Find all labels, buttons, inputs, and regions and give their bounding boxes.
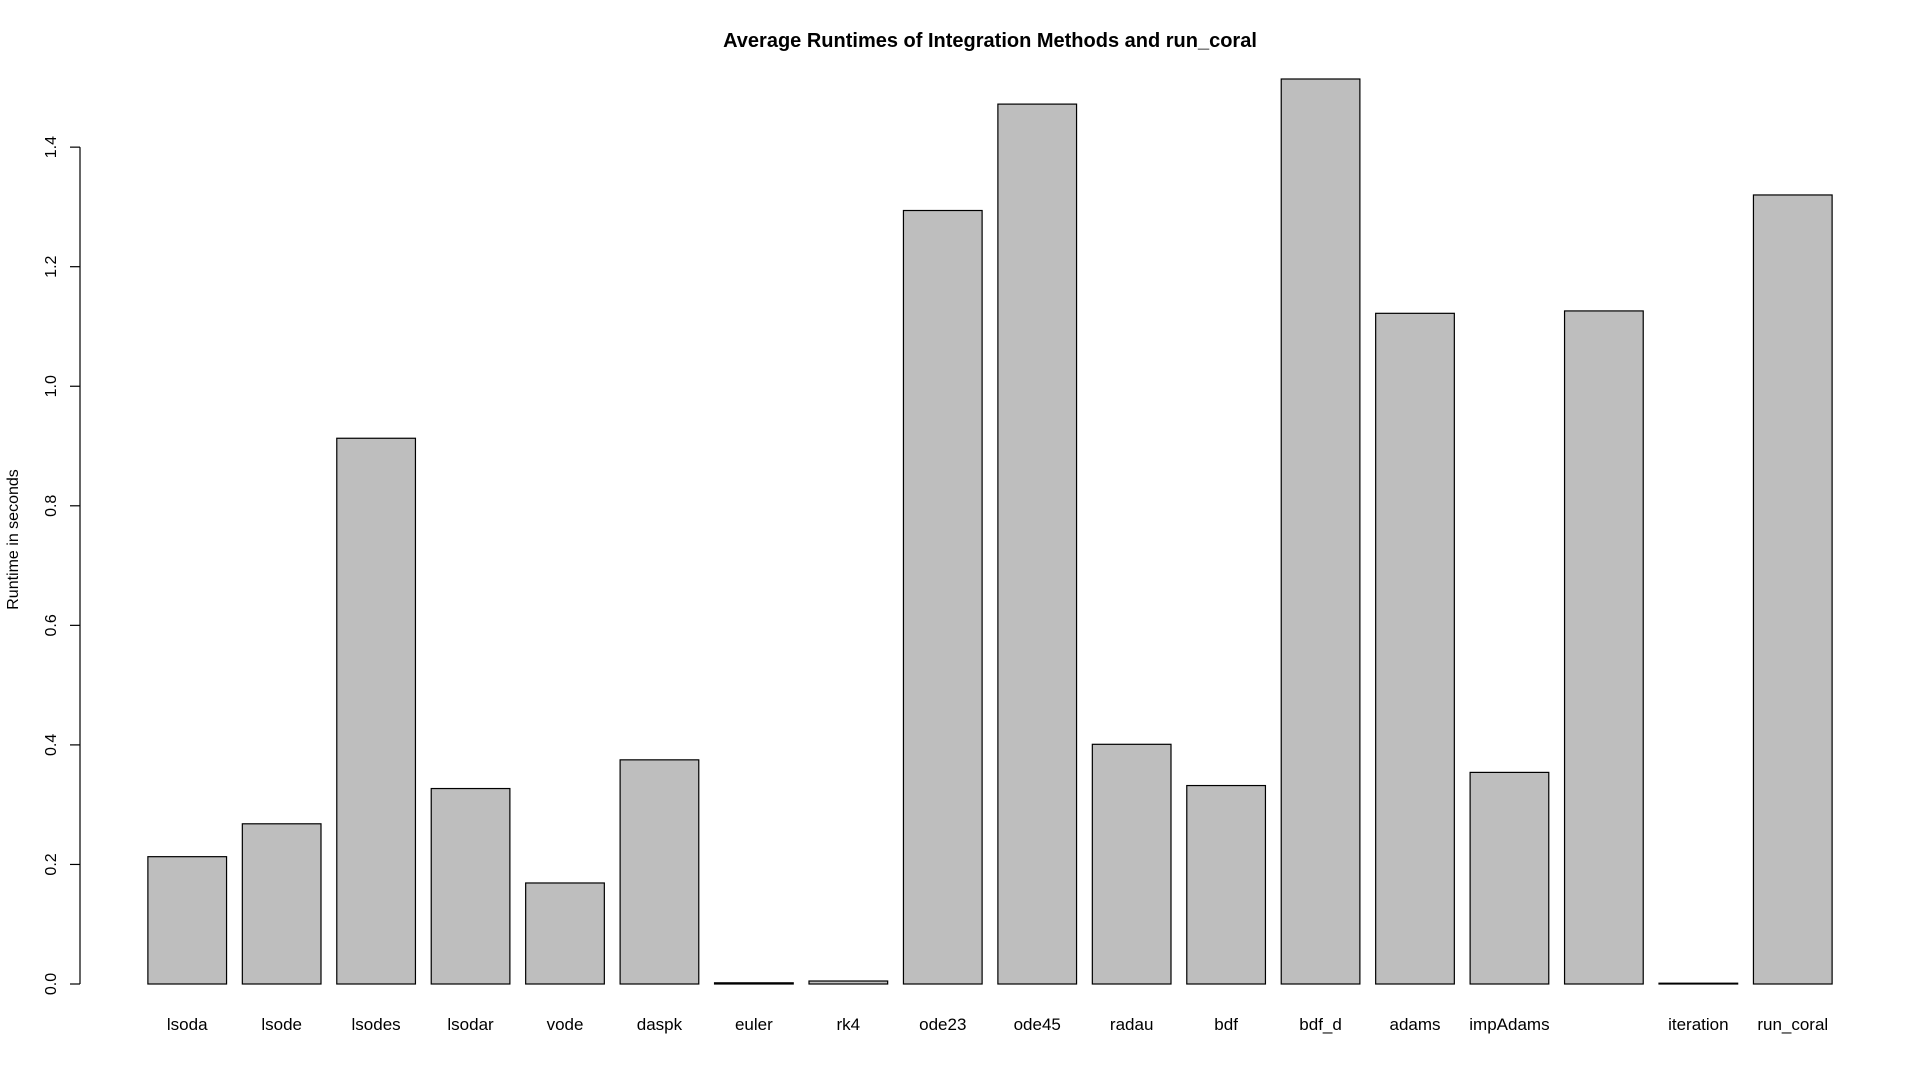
y-tick-label: 1.4	[43, 136, 60, 158]
bar-lsodar	[430, 787, 511, 985]
bar-run_coral	[1752, 194, 1833, 985]
bar-item-16	[1563, 310, 1644, 985]
bar-daspk	[619, 759, 700, 985]
y-axis: 0.0 0.2 0.4 0.6 0.8 1.0 1.2 1.4	[43, 136, 81, 995]
bar-bdf	[1186, 784, 1267, 985]
x-tick-label: euler	[735, 1015, 773, 1034]
bar-adams	[1375, 312, 1455, 985]
bar-iteration	[1658, 982, 1739, 985]
x-tick-label: lsode	[261, 1015, 302, 1034]
x-tick-label: ode23	[919, 1015, 966, 1034]
bar-ode23	[902, 209, 983, 985]
x-tick-label: lsodes	[352, 1015, 401, 1034]
x-tick-label: vode	[547, 1015, 584, 1034]
y-tick-label: 1.0	[43, 375, 60, 397]
x-tick-label: bdf_d	[1299, 1015, 1342, 1034]
x-tick-label: run_coral	[1757, 1015, 1828, 1034]
x-tick-label: lsodar	[447, 1015, 494, 1034]
y-tick-label: 0.8	[43, 495, 60, 517]
y-tick-label: 0.2	[43, 853, 60, 875]
bar-lsoda	[147, 856, 228, 985]
y-tick-label: 0.6	[43, 614, 60, 636]
bar-lsodes	[336, 437, 417, 985]
y-tick-label: 0.0	[43, 973, 60, 995]
bar-impAdams	[1469, 771, 1550, 985]
x-tick-label: iteration	[1668, 1015, 1728, 1034]
bar-vode	[525, 882, 605, 985]
y-tick-label: 0.4	[43, 734, 60, 756]
x-tick-label: adams	[1389, 1015, 1440, 1034]
x-tick-label: ode45	[1014, 1015, 1061, 1034]
bar-rk4	[808, 980, 889, 985]
bar-ode45	[997, 103, 1078, 985]
x-tick-labels: lsoda lsode lsodes lsodar vode daspk euler rk4 o…	[167, 1015, 1828, 1034]
bars	[147, 78, 1833, 985]
x-tick-label: impAdams	[1469, 1015, 1549, 1034]
x-tick-label: rk4	[837, 1015, 861, 1034]
chart-title: Average Runtimes of Integration Methods …	[723, 30, 1257, 52]
x-tick-label: radau	[1110, 1015, 1153, 1034]
bar-bdf_d	[1280, 78, 1361, 985]
x-tick-label: daspk	[637, 1015, 683, 1034]
x-tick-label: bdf	[1214, 1015, 1238, 1034]
y-axis-label: Runtime in seconds	[5, 469, 22, 610]
bar-radau	[1091, 743, 1172, 985]
x-tick-label: lsoda	[167, 1015, 208, 1034]
y-tick-label: 1.2	[43, 255, 60, 277]
bar-lsode	[241, 823, 322, 985]
bar-euler	[713, 982, 794, 985]
